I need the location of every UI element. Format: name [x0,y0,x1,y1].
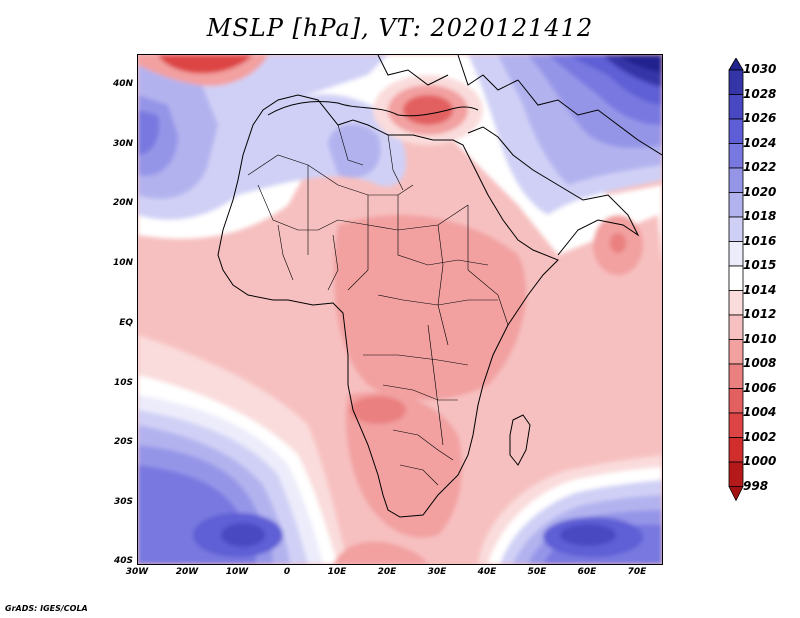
colorbar-cell [728,290,744,316]
coastlines [217,55,662,518]
zone-1026-south-atlantic [221,523,265,547]
lon-label-30e: 30E [427,567,447,577]
credit-text: GrADS: IGES/COLA [5,604,88,613]
lat-label-10s: 10S [113,378,133,388]
colorbar-level-label: 1014 [743,282,777,297]
colorbar-cell [728,314,744,340]
lat-label-20s: 20S [113,437,133,447]
zone-1022-west [138,110,160,155]
colorbar-cell [728,216,744,242]
zone-1008-central-africa [334,215,527,400]
mslp-field [138,55,662,564]
colorbar-level-label: 1006 [743,380,777,395]
colorbar-cell [728,363,744,389]
lat-label-40n: 40N [112,79,133,89]
colorbar-cell [728,167,744,193]
colorbar-top-arrow [728,58,744,71]
colorbar-level-label: 1022 [743,160,777,174]
colorbar-cell [728,461,744,487]
lon-label-10e: 10E [327,567,347,577]
colorbar-cell [728,265,744,291]
colorbar-cell [728,412,744,438]
colorbar-level-label: 1008 [743,356,777,370]
lon-label-40e: 40E [477,567,497,577]
zone-1006-arabian-sea [610,233,626,253]
zone-1018-sahara [328,124,381,178]
map-title: MSLP [hPa], VT: 2020121412 [206,14,594,42]
lon-label-60e: 60E [577,567,597,577]
zone-1030-asia [608,55,662,73]
colorbar-level-label: 1000 [743,454,777,468]
lon-label-70e: 70E [627,567,647,577]
colorbar-level-label: 1015 [743,258,777,272]
lon-label-20e: 20E [377,567,397,577]
colorbar-bottom-arrow [728,486,744,502]
colorbar-level-label: 1002 [743,429,777,444]
lon-label-10w: 10W [225,567,249,577]
lat-label-30n: 30N [112,139,133,149]
lon-label-0: 0 [283,567,291,577]
colorbar-level-label: 1026 [743,111,777,125]
colorbar-level-label: 1004 [743,405,777,419]
lat-label-30s: 30S [113,497,133,507]
colorbar-level-label: 1012 [743,307,777,321]
colorbar-cell [728,437,744,463]
colorbar [728,58,744,502]
zone-1004-med-low [403,95,453,125]
colorbar-level-label: 1018 [743,209,777,223]
colorbar-cells [728,58,744,502]
mslp-map [137,54,663,565]
zone-1008-cape-low [333,541,428,564]
colorbar-cell [728,143,744,169]
lat-label-10n: 10N [112,258,133,268]
lat-label-20n: 20N [112,198,133,208]
colorbar-level-label: 1028 [743,86,777,101]
colorbar-cell [728,339,744,365]
colorbar-cell [728,69,744,95]
colorbar-cell [728,118,744,144]
lat-label-eq: EQ [119,318,133,328]
colorbar-level-label: 1016 [743,233,777,248]
colorbar-cell [728,241,744,267]
colorbar-cell [728,388,744,414]
colorbar-level-label: 1030 [743,62,777,76]
lat-label-40s: 40S [113,556,133,566]
lon-label-20w: 20W [175,567,199,577]
colorbar-cell [728,192,744,218]
lon-label-50e: 50E [527,567,547,577]
zone-1002-nw-low [158,55,253,74]
zone-1006-southern-africa [350,396,406,424]
zone-1026-south-indian [560,524,616,546]
country-borders [247,124,509,486]
lon-label-30w: 30W [125,567,149,577]
colorbar-level-label: 998 [743,478,769,493]
colorbar-level-label: 1024 [743,135,777,150]
colorbar-level-label: 1020 [743,184,777,199]
colorbar-cell [728,94,744,120]
colorbar-level-label: 1010 [743,331,777,346]
